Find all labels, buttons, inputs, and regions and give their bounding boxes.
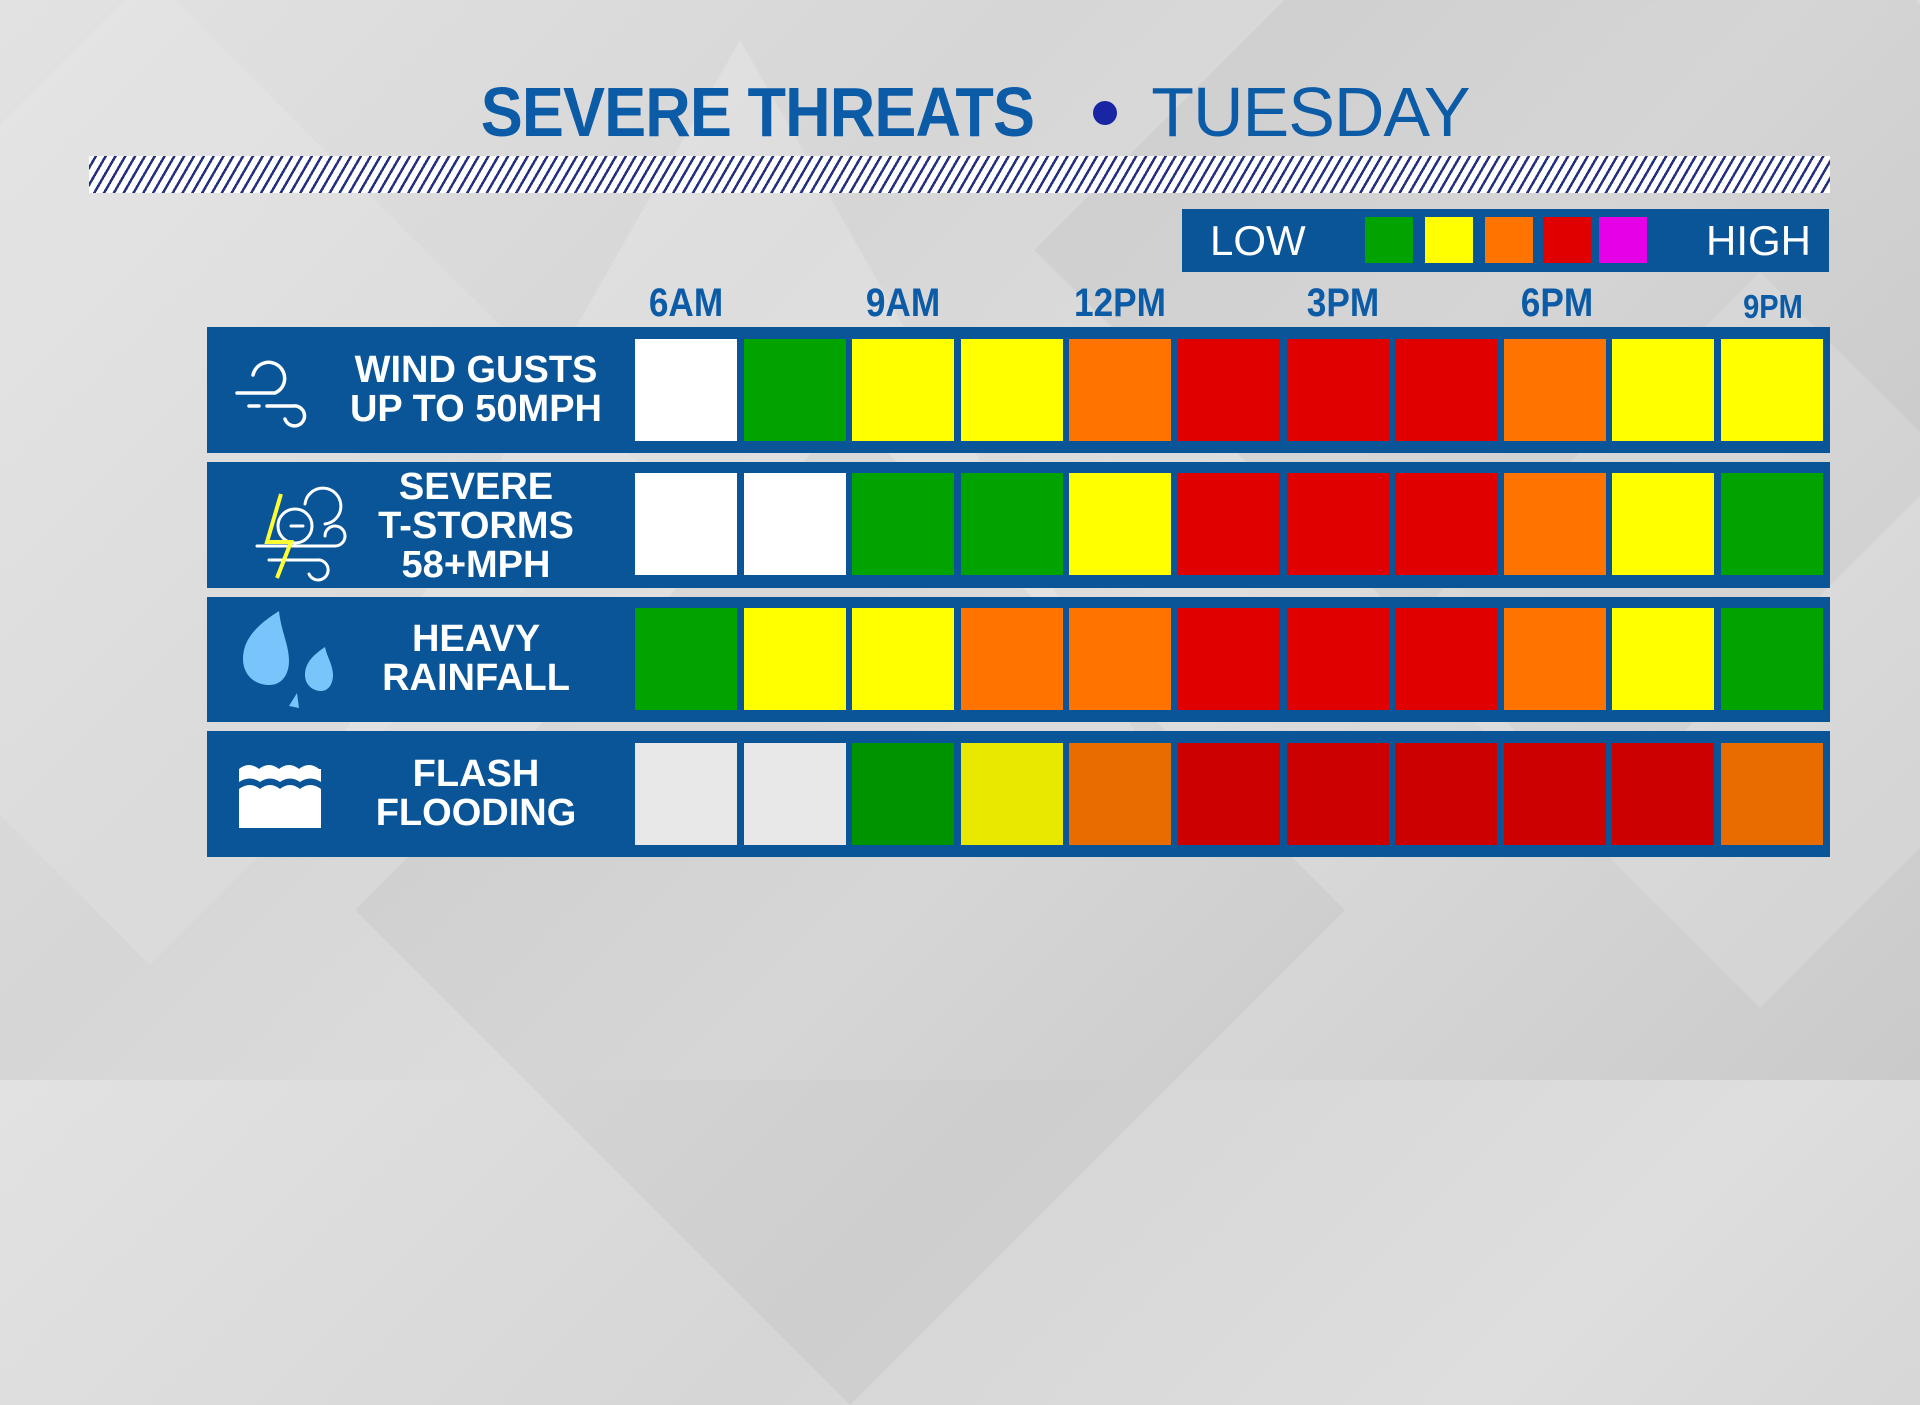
threat-cell (1612, 473, 1715, 575)
threat-cell (1612, 743, 1715, 845)
page-title: SEVERE THREATS TUESDAY (0, 72, 1920, 152)
threat-cell (852, 743, 955, 845)
threat-cell (743, 743, 846, 845)
threat-cell (635, 473, 737, 575)
threat-cell (1286, 608, 1389, 710)
threat-row-wind-gusts: WIND GUSTS UP TO 50MPH (207, 327, 1830, 453)
row-label: SEVERE T-STORMS 58+MPH (207, 462, 635, 588)
threat-cell (1395, 608, 1498, 710)
row-label: FLASH FLOODING (207, 731, 635, 857)
legend-swatch-moderate (1485, 217, 1533, 263)
row-label-text: WIND GUSTS UP TO 50MPH (349, 349, 602, 430)
threat-cell (1286, 473, 1389, 575)
threat-cell (635, 743, 737, 845)
threat-cell (852, 608, 955, 710)
time-label: 12PM (1074, 281, 1166, 325)
threat-cell (743, 339, 846, 441)
threat-cell (635, 339, 737, 441)
legend-high-label: HIGH (1706, 217, 1811, 264)
threat-cell (1612, 339, 1715, 441)
threat-cell (743, 473, 846, 575)
threat-cell (1721, 339, 1823, 441)
row-label: HEAVY RAINFALL (207, 597, 635, 722)
raindrops-icon (243, 611, 333, 708)
threat-cell (1069, 743, 1172, 845)
time-label: 3PM (1306, 281, 1380, 325)
threat-cell (1069, 608, 1172, 710)
flood-water-icon (239, 765, 321, 828)
threat-cell (1178, 473, 1280, 575)
title-main: SEVERE THREATS (481, 73, 1035, 151)
hatch-divider (89, 156, 1830, 193)
title-day: TUESDAY (1151, 73, 1470, 151)
row-label-text: HEAVY RAINFALL (382, 618, 570, 699)
threat-cell (1395, 743, 1498, 845)
legend: LOW HIGH (1182, 209, 1829, 272)
threat-cell (1503, 608, 1606, 710)
threat-cell (852, 473, 955, 575)
time-label: 9AM (865, 281, 941, 325)
row-label: WIND GUSTS UP TO 50MPH (207, 327, 635, 453)
time-label: 9PM (1743, 288, 1803, 325)
thunderstorm-wind-icon (255, 486, 347, 582)
threat-row-flash-flooding: FLASH FLOODING (207, 731, 1830, 857)
threat-cell (1069, 339, 1172, 441)
threat-cell (960, 608, 1063, 710)
threat-cell (1395, 473, 1498, 575)
threat-cell (1069, 473, 1172, 575)
threat-cell (1721, 743, 1823, 845)
threat-cell (1503, 743, 1606, 845)
row-label-text: FLASH FLOODING (375, 753, 577, 834)
threat-cell (743, 608, 846, 710)
threat-cell (852, 339, 955, 441)
time-label: 6AM (648, 281, 724, 325)
threat-row-severe-tstorms: SEVERE T-STORMS 58+MPH (207, 462, 1830, 588)
threat-cell (960, 743, 1063, 845)
threat-cell (1286, 339, 1389, 441)
legend-low-label: LOW (1210, 217, 1306, 264)
wind-icon (235, 360, 307, 428)
threat-cell (1178, 339, 1280, 441)
threat-cell (1178, 608, 1280, 710)
threat-cell (960, 339, 1063, 441)
legend-swatch-extreme (1599, 217, 1647, 263)
legend-swatch-marginal (1425, 217, 1473, 263)
threat-cell (1612, 608, 1715, 710)
row-label-text: SEVERE T-STORMS 58+MPH (378, 466, 574, 586)
threat-cell (1286, 743, 1389, 845)
threat-cell (960, 473, 1063, 575)
threat-cell (635, 608, 737, 710)
threat-cell (1503, 339, 1606, 441)
threat-cell (1503, 473, 1606, 575)
threat-cell (1721, 473, 1823, 575)
threat-cell (1178, 743, 1280, 845)
title-separator-dot (1093, 100, 1118, 125)
legend-swatch-high (1543, 217, 1591, 263)
threat-cell (1721, 608, 1823, 710)
threat-row-heavy-rainfall: HEAVY RAINFALL (207, 597, 1830, 722)
threat-cell (1395, 339, 1498, 441)
legend-swatch-low (1365, 217, 1413, 263)
time-label: 6PM (1520, 281, 1594, 325)
